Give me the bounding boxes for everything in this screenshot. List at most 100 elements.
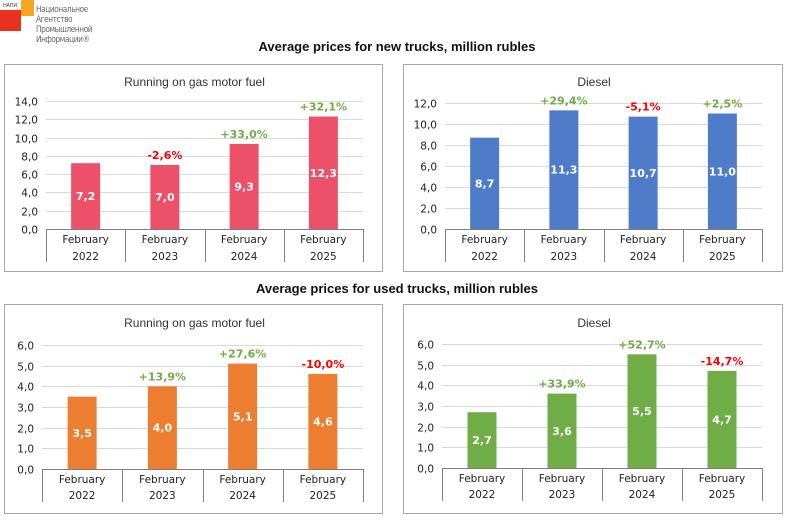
y-tick-label: 10,0: [414, 120, 437, 132]
bar-value-label: 12,3: [310, 167, 337, 180]
bar-value-label: 4,6: [313, 415, 333, 428]
bar-change-label: +52,7%: [618, 338, 665, 351]
x-category-label-month: February: [461, 234, 508, 246]
logo-name: Национальное Агентство Промышленной Инфо…: [36, 5, 93, 45]
y-tick-label: 4,0: [21, 188, 38, 200]
bar-change-label: -10,0%: [302, 358, 345, 371]
y-tick-label: 5,0: [417, 361, 434, 373]
bar-value-label: 11,0: [709, 165, 736, 178]
x-category-label-month: February: [62, 234, 109, 246]
bar-value-label: 7,2: [76, 190, 96, 203]
bar-value-label: 3,6: [552, 425, 572, 438]
bar-value-label: 3,5: [72, 427, 92, 440]
x-category-label-year: 2024: [629, 489, 656, 501]
y-tick-label: 0,0: [417, 464, 434, 476]
bar-value-label: 4,0: [153, 422, 173, 435]
x-category-label-month: February: [300, 474, 347, 486]
bar-value-label: 2,7: [472, 434, 492, 447]
bar-value-label: 8,7: [475, 177, 495, 190]
x-category-label-month: February: [142, 234, 189, 246]
y-tick-label: 0,0: [420, 225, 437, 237]
x-category-label-year: 2022: [471, 251, 498, 263]
y-tick-label: 6,0: [17, 341, 34, 353]
y-tick-label: 2,0: [17, 424, 34, 436]
bar-change-label: -5,1%: [626, 101, 661, 114]
x-category-label-month: February: [699, 234, 746, 246]
chart-title: Diesel: [577, 75, 610, 89]
x-category-label-year: 2024: [229, 490, 256, 502]
chart-new-diesel: Diesel 0,0 2,0 4,0 6,0 8,0 10,0 12,0 8,7 February…: [414, 75, 763, 263]
y-tick-label: 8,0: [21, 152, 38, 164]
y-tick-label: 12,0: [414, 99, 437, 111]
y-tick-label: 6,0: [417, 340, 434, 352]
bar: [707, 113, 737, 229]
bar: [147, 386, 177, 469]
y-tick-label: 12,0: [15, 115, 38, 127]
y-tick-label: 10,0: [15, 134, 38, 146]
x-category-label-year: 2024: [231, 251, 258, 263]
y-tick-label: 2,0: [21, 207, 38, 219]
logo-orange-square: [21, 0, 34, 16]
bar-value-label: 10,7: [630, 167, 657, 180]
bar: [549, 110, 579, 229]
logo-name-line: Агентство: [36, 15, 73, 25]
chart-panel-new-gas: Running on gas motor fuel 0,0 2,0 4,0 6,0 8,0…: [4, 64, 383, 272]
bar-change-label: +29,4%: [540, 94, 587, 107]
bar: [150, 165, 180, 229]
bar-value-label: 5,5: [632, 405, 652, 418]
y-tick-label: 6,0: [420, 162, 437, 174]
x-category-label-year: 2022: [69, 490, 96, 502]
x-category-label-month: February: [620, 234, 667, 246]
y-tick-label: 0,0: [17, 465, 34, 477]
bar-value-label: 4,7: [712, 413, 732, 426]
bar: [228, 363, 258, 469]
y-tick-label: 3,0: [17, 403, 34, 415]
chart-title: Running on gas motor fuel: [124, 316, 265, 330]
bar-change-label: +2,5%: [703, 98, 743, 111]
x-category-label-month: February: [59, 474, 106, 486]
bar: [308, 116, 338, 229]
x-category-label-year: 2025: [310, 490, 337, 502]
logo-abbreviation: НАПИ: [3, 3, 17, 9]
y-tick-label: 4,0: [17, 382, 34, 394]
bar-value-label: 5,1: [233, 410, 253, 423]
chart-used-gas: Running on gas motor fuel 0,0 1,0 2,0 3,0 4,0…: [17, 316, 364, 502]
bar: [71, 163, 101, 229]
bar: [628, 116, 658, 229]
y-tick-label: 5,0: [17, 362, 34, 374]
y-tick-label: 1,0: [17, 444, 34, 456]
chart-used-diesel: Diesel 0,0 1,0 2,0 3,0 4,0 5,0 6,0 2,7 February 20…: [417, 316, 763, 501]
x-category-label-year: 2022: [469, 489, 496, 501]
x-category-label-month: February: [619, 473, 666, 485]
bar-change-label: -2,6%: [147, 149, 182, 162]
x-category-label-year: 2022: [72, 251, 99, 263]
y-tick-label: 4,0: [420, 183, 437, 195]
logo-name-line: Информации®: [36, 35, 90, 45]
bar: [467, 412, 497, 468]
bar-value-label: 7,0: [155, 191, 175, 204]
x-category-label-year: 2025: [310, 251, 337, 263]
bar-change-label: +33,0%: [220, 128, 267, 141]
chart-new-gas: Running on gas motor fuel 0,0 2,0 4,0 6,0 8,0…: [15, 75, 364, 263]
x-category-label-year: 2023: [149, 490, 176, 502]
x-category-label-month: February: [139, 474, 186, 486]
bar: [547, 393, 577, 468]
bar: [67, 396, 97, 469]
bar: [229, 143, 259, 229]
y-tick-label: 6,0: [21, 170, 38, 182]
y-tick-label: 2,0: [417, 423, 434, 435]
x-category-label-year: 2024: [630, 251, 657, 263]
bar-change-label: +32,1%: [300, 101, 347, 114]
y-tick-label: 2,0: [420, 204, 437, 216]
x-category-label-year: 2023: [549, 489, 576, 501]
y-tick-label: 14,0: [15, 97, 38, 109]
x-category-label-year: 2023: [152, 251, 179, 263]
y-tick-label: 3,0: [417, 402, 434, 414]
new-trucks-section-title: Average prices for new trucks, million r…: [258, 39, 536, 54]
chart-panel-used-diesel: Diesel 0,0 1,0 2,0 3,0 4,0 5,0 6,0 2,7 February 20…: [403, 304, 783, 514]
bar-value-label: 9,3: [234, 180, 254, 193]
y-tick-label: 1,0: [417, 443, 434, 455]
x-category-label-month: February: [459, 473, 506, 485]
napi-logo: НАПИ Национальное Агентство Промышленной…: [0, 0, 120, 56]
bar: [308, 373, 338, 469]
